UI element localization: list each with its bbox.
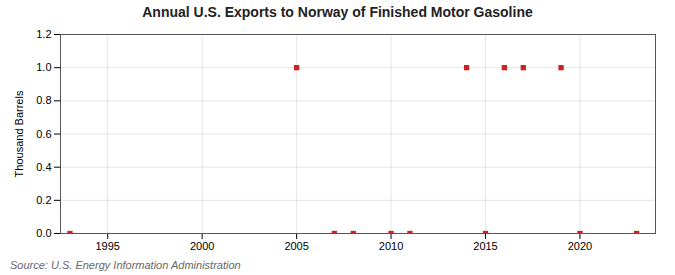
svg-text:2020: 2020	[568, 240, 592, 252]
svg-text:1.2: 1.2	[36, 28, 51, 40]
svg-text:2010: 2010	[379, 240, 403, 252]
svg-text:0.2: 0.2	[36, 194, 51, 206]
svg-text:Thousand Barrels: Thousand Barrels	[13, 90, 25, 177]
svg-text:0.6: 0.6	[36, 128, 51, 140]
svg-text:1995: 1995	[95, 240, 119, 252]
html-text:Source: U.S. Energy Informatio: Source: U.S. Energy Information Administ…	[10, 259, 241, 271]
svg-text:0.8: 0.8	[36, 94, 51, 106]
html-text:Annual U.S. Exports to Norway: Annual U.S. Exports to Norway of Finishe…	[142, 4, 533, 20]
svg-text:2005: 2005	[284, 240, 308, 252]
svg-text:1.0: 1.0	[36, 61, 51, 73]
svg-text:2000: 2000	[190, 240, 214, 252]
svg-text:0.0: 0.0	[36, 227, 51, 239]
svg-text:0.4: 0.4	[36, 161, 51, 173]
svg-text:2015: 2015	[473, 240, 497, 252]
